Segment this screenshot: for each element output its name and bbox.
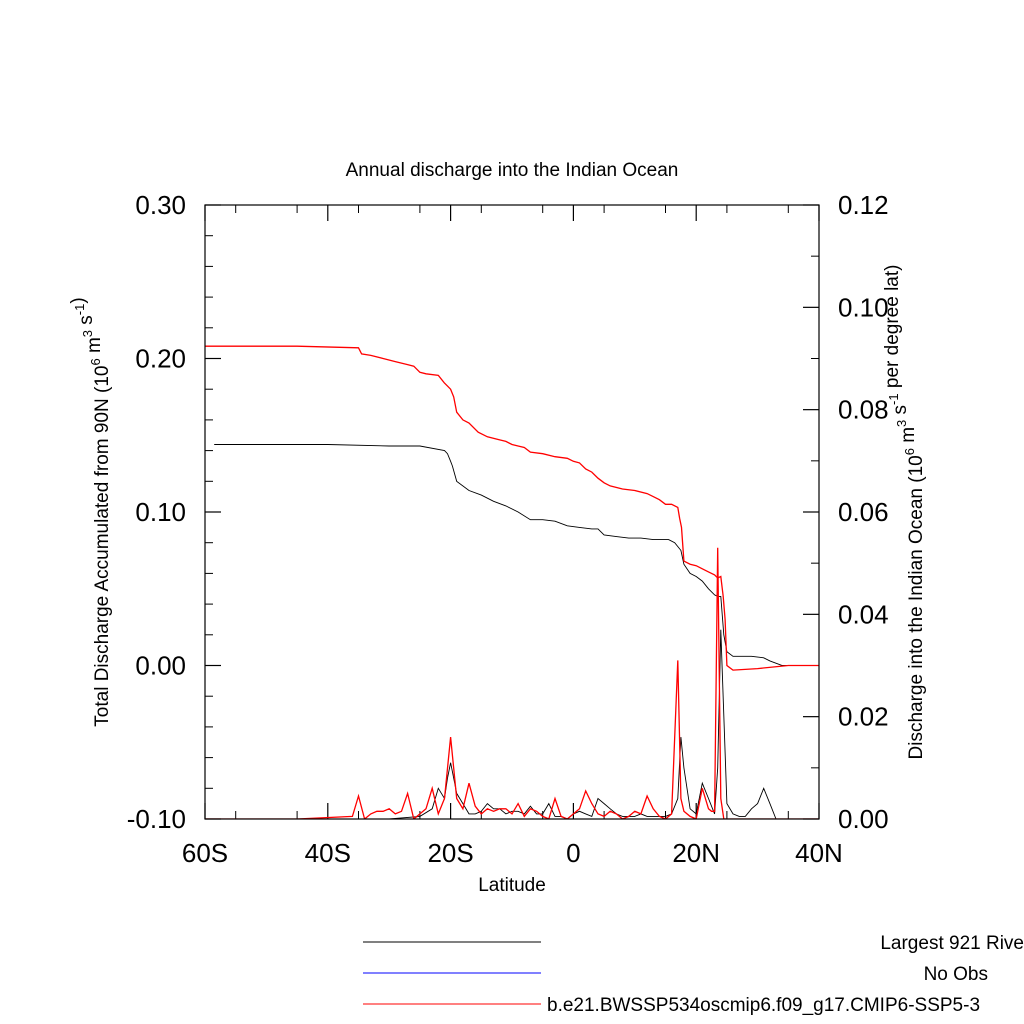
legend: Largest 921 Rive No Obs b.e21.BWSSP534oscm…: [363, 933, 1024, 1016]
x-tick-label: 20N: [672, 838, 720, 868]
y-right-tick-label: 0.10: [838, 292, 889, 322]
y-right-tick-label: 0.04: [838, 599, 889, 629]
y-right-tick-label: 0.00: [838, 804, 889, 834]
chart-title: Annual discharge into the Indian Ocean: [346, 160, 679, 181]
y-right-tick-label: 0.02: [838, 702, 889, 732]
legend-label: b.e21.BWSSP534oscmip6.f09_g17.CMIP6-SSP5…: [547, 995, 980, 1016]
y-left-tick-label: 0.10: [135, 497, 186, 527]
axis-tick-labels: 60S 40S 20S 0 20N 40N 0.30 0.20 0.10 0.00 -0.10 0.1…: [127, 190, 889, 868]
x-tick-label: 20S: [427, 838, 473, 868]
y-right-tick-label: 0.08: [838, 395, 889, 425]
x-tick-label: 0: [566, 838, 580, 868]
y-left-tick-label: -0.10: [127, 804, 186, 834]
y-right-tick-label: 0.12: [838, 190, 889, 220]
plot-frame: [204, 204, 820, 820]
legend-label: Largest 921 Rive: [880, 933, 1024, 954]
x-tick-label: 40N: [795, 838, 843, 868]
legend-label: No Obs: [924, 964, 988, 985]
y-right-tick-label: 0.06: [838, 497, 889, 527]
series-lines: [205, 345, 819, 819]
red-per-degree-series-line: [205, 547, 819, 819]
black-accumulated-series-line: [214, 444, 819, 666]
x-tick-label: 60S: [182, 838, 228, 868]
y-left-axis-label: Total Discharge Accumulated from 90N (10…: [68, 297, 113, 726]
y-left-tick-label: 0.00: [135, 651, 186, 681]
x-axis-label: Latitude: [478, 875, 546, 896]
axis-ticks: [204, 204, 820, 820]
red-accumulated-series-line: [205, 345, 819, 671]
y-left-tick-label: 0.30: [135, 190, 186, 220]
y-left-tick-label: 0.20: [135, 344, 186, 374]
y-right-axis-label: Discharge into the Indian Ocean (106 m3 …: [882, 265, 927, 760]
black-per-degree-series-line: [205, 629, 819, 819]
x-tick-label: 40S: [305, 838, 351, 868]
